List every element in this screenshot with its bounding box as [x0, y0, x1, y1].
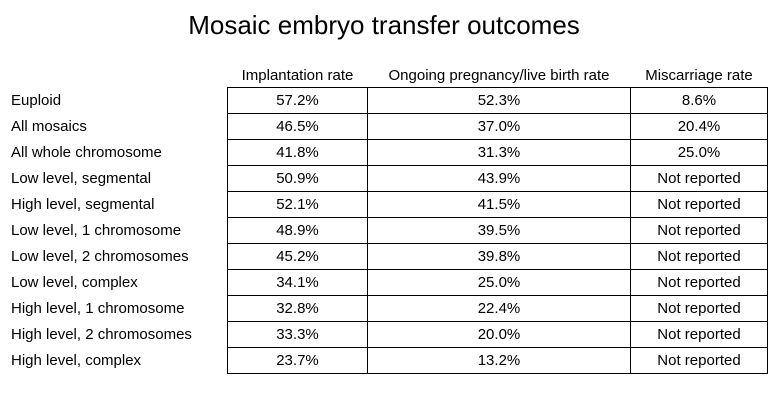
table-row: Low level, segmental 50.9% 43.9% Not report… — [6, 165, 768, 192]
column-header-ongoing-pregnancy: Ongoing pregnancy/live birth rate — [388, 66, 610, 84]
column-header-implantation: Implantation rate — [241, 66, 354, 84]
row-label: Low level, 1 chromosome — [11, 222, 182, 239]
implantation-rate-cell: 50.9% — [227, 165, 368, 192]
implantation-rate-cell: 52.1% — [227, 191, 368, 218]
ongoing-pregnancy-cell: 39.8% — [367, 243, 631, 270]
implantation-rate-cell: 23.7% — [227, 347, 368, 374]
miscarriage-rate-cell: Not reported — [630, 321, 768, 348]
table-row: Low level, complex 34.1% 25.0% Not reported — [6, 269, 768, 296]
table-row: High level, 1 chromosome 32.8% 22.4% Not re… — [6, 295, 768, 322]
table-row: High level, segmental 52.1% 41.5% Not repor… — [6, 191, 768, 218]
miscarriage-rate-cell: Not reported — [630, 347, 768, 374]
miscarriage-rate-cell: Not reported — [630, 191, 768, 218]
row-label: Low level, 2 chromosomes — [11, 248, 189, 265]
ongoing-pregnancy-cell: 31.3% — [367, 139, 631, 166]
miscarriage-rate-cell: Not reported — [630, 165, 768, 192]
miscarriage-rate-cell: 20.4% — [630, 113, 768, 140]
miscarriage-rate-cell: Not reported — [630, 243, 768, 270]
ongoing-pregnancy-cell: 39.5% — [367, 217, 631, 244]
table-row: High level, 2 chromosomes 33.3% 20.0% Not r… — [6, 321, 768, 348]
row-label: High level, segmental — [11, 196, 155, 213]
ongoing-pregnancy-cell: 41.5% — [367, 191, 631, 218]
chart-title: Mosaic embryo transfer outcomes — [188, 10, 580, 40]
table-row: Low level, 1 chromosome 48.9% 39.5% Not rep… — [6, 217, 768, 244]
row-label: High level, 1 chromosome — [11, 300, 185, 317]
miscarriage-rate-cell: Not reported — [630, 295, 768, 322]
ongoing-pregnancy-cell: 13.2% — [367, 347, 631, 374]
miscarriage-rate-cell: Not reported — [630, 217, 768, 244]
ongoing-pregnancy-cell: 37.0% — [367, 113, 631, 140]
row-label: High level, complex — [11, 352, 142, 369]
ongoing-pregnancy-cell: 52.3% — [367, 87, 631, 114]
ongoing-pregnancy-cell: 25.0% — [367, 269, 631, 296]
corner-header — [6, 63, 228, 88]
row-label: Low level, segmental — [11, 170, 152, 187]
table-row: All mosaics 46.5% 37.0% 20.4% — [6, 113, 768, 140]
table-body: Euploid 57.2% 52.3% 8.6% All mosaics 46.5% 37.… — [6, 87, 768, 374]
row-label: High level, 2 chromosomes — [11, 326, 192, 343]
column-header-miscarriage: Miscarriage rate — [645, 66, 753, 84]
implantation-rate-cell: 41.8% — [227, 139, 368, 166]
implantation-rate-cell: 34.1% — [227, 269, 368, 296]
implantation-rate-cell: 48.9% — [227, 217, 368, 244]
row-label: All mosaics — [11, 118, 87, 135]
table-row: High level, complex 23.7% 13.2% Not reporte… — [6, 347, 768, 374]
implantation-rate-cell: 32.8% — [227, 295, 368, 322]
table-row: All whole chromosome 41.8% 31.3% 25.0% — [6, 139, 768, 166]
outcomes-table: Implantation rate Ongoing pregnancy/live… — [6, 63, 768, 374]
ongoing-pregnancy-cell: 43.9% — [367, 165, 631, 192]
implantation-rate-cell: 45.2% — [227, 243, 368, 270]
ongoing-pregnancy-cell: 20.0% — [367, 321, 631, 348]
table-row: Euploid 57.2% 52.3% 8.6% — [6, 87, 768, 114]
implantation-rate-cell: 57.2% — [227, 87, 368, 114]
miscarriage-rate-cell: 8.6% — [630, 87, 768, 114]
table-row: Low level, 2 chromosomes 45.2% 39.8% Not re… — [6, 243, 768, 270]
implantation-rate-cell: 33.3% — [227, 321, 368, 348]
row-label: All whole chromosome — [11, 144, 162, 161]
implantation-rate-cell: 46.5% — [227, 113, 368, 140]
ongoing-pregnancy-cell: 22.4% — [367, 295, 631, 322]
row-label: Euploid — [11, 92, 62, 109]
header-row: Implantation rate Ongoing pregnancy/live… — [6, 63, 768, 88]
miscarriage-rate-cell: Not reported — [630, 269, 768, 296]
row-label: Low level, complex — [11, 274, 138, 291]
miscarriage-rate-cell: 25.0% — [630, 139, 768, 166]
